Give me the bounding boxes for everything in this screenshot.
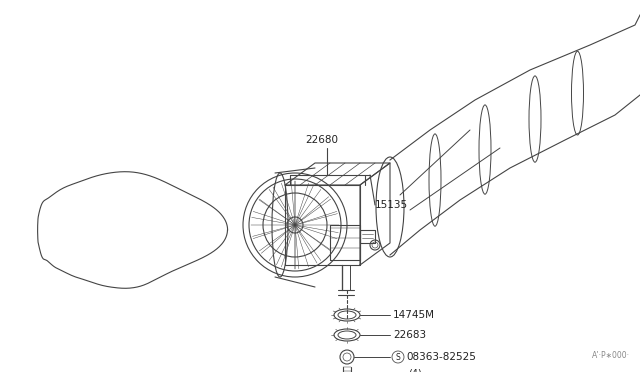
Text: 14745M: 14745M [393, 310, 435, 320]
Text: S: S [396, 353, 401, 362]
Text: 22680: 22680 [305, 135, 338, 145]
Text: A’·P∗000·: A’·P∗000· [592, 351, 630, 360]
Text: (4): (4) [408, 368, 422, 372]
Text: 08363-82525: 08363-82525 [406, 352, 476, 362]
Text: 22683: 22683 [393, 330, 426, 340]
Text: 15135: 15135 [375, 200, 408, 210]
